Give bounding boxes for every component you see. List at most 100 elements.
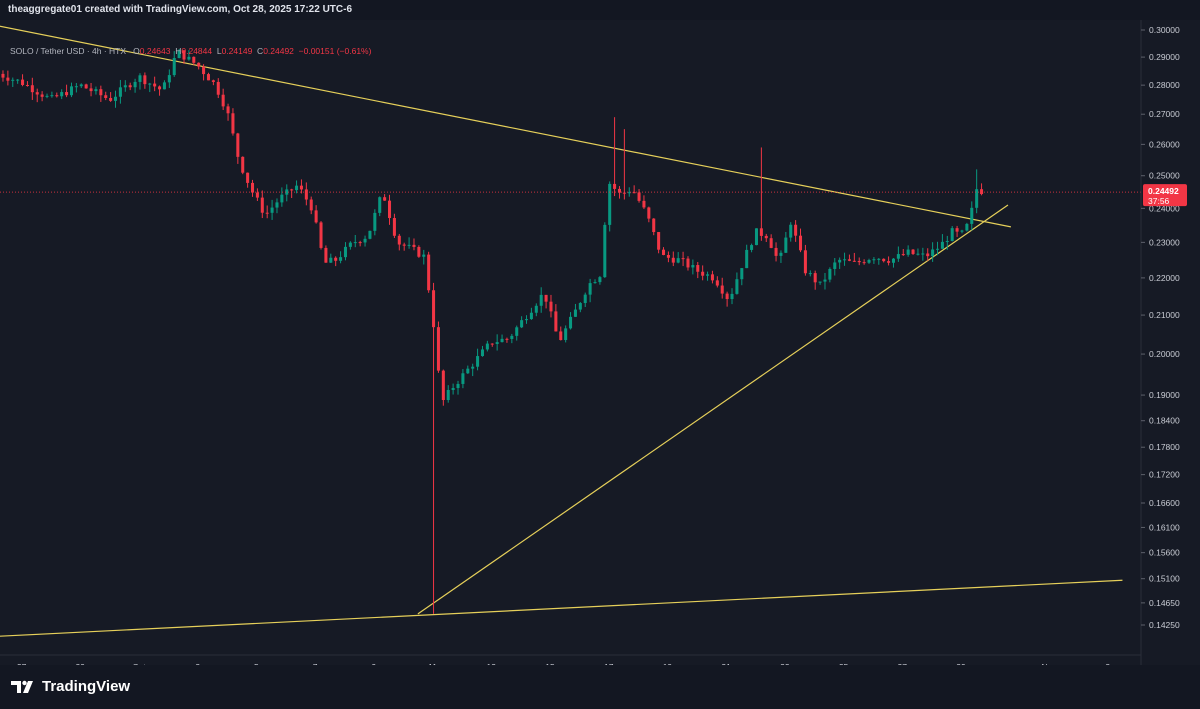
candle-body <box>1 73 5 78</box>
candle-body <box>759 228 763 236</box>
candle-body <box>613 183 617 189</box>
time-tick-label: 27 <box>898 662 908 665</box>
candle-body <box>960 230 964 232</box>
high-value: 0.24844 <box>181 46 213 56</box>
price-tick-label: 0.25000 <box>1149 171 1180 181</box>
candle-body <box>671 257 675 263</box>
candle-body <box>343 246 347 258</box>
candle-body <box>45 95 49 97</box>
candle-body <box>730 293 734 300</box>
candle-body <box>965 223 969 231</box>
candle-body <box>539 294 543 306</box>
time-tick-label: 5 <box>254 662 259 665</box>
time-tick-label: Nov <box>1042 662 1058 665</box>
candle-body <box>500 338 504 343</box>
candle-body <box>740 268 744 280</box>
time-tick-label: 25 <box>839 662 849 665</box>
candle-body <box>187 56 191 60</box>
trendline-upper-resistance <box>0 25 1012 228</box>
candle-body <box>769 238 773 248</box>
brand-logo[interactable]: TradingView <box>10 678 130 695</box>
price-tick-label: 0.17800 <box>1149 442 1180 452</box>
candle-body <box>55 95 59 97</box>
symbol-title: SOLO / Tether USD · 4h · HTX <box>10 46 127 56</box>
candle-body <box>65 92 69 96</box>
candle-body <box>750 245 754 250</box>
candle-body <box>109 98 113 101</box>
candle-body <box>818 281 822 283</box>
candle-body <box>490 343 494 345</box>
candle-body <box>701 271 705 276</box>
candle-body <box>339 257 343 261</box>
open-label: O <box>133 46 140 56</box>
candle-body <box>754 228 758 246</box>
candle-body <box>6 77 10 81</box>
price-tick-label: 0.18400 <box>1149 416 1180 426</box>
candle-body <box>485 343 489 350</box>
candle-body <box>911 249 915 254</box>
candle-body <box>309 199 313 211</box>
candle-body <box>74 86 78 88</box>
candle-body <box>891 258 895 263</box>
candle-body <box>931 249 935 257</box>
candle-body <box>295 185 299 191</box>
candle-body <box>104 95 108 99</box>
candle-body <box>975 189 979 208</box>
time-tick-label: 23 <box>780 662 790 665</box>
candle-body <box>852 260 856 262</box>
candle-body <box>368 230 372 239</box>
candle-body <box>197 62 201 67</box>
candle-body <box>524 319 529 321</box>
candle-body <box>657 232 661 250</box>
candle-body <box>808 273 812 275</box>
candle-body <box>906 249 910 255</box>
candle-body <box>461 373 465 384</box>
candle-body <box>833 262 837 269</box>
candle-body <box>211 80 215 82</box>
candle-body <box>60 92 64 97</box>
chart-area[interactable]: 0.30000 0.29000 0.28000 0.27000 0.26000 0.250… <box>0 20 1200 665</box>
candle-body <box>476 356 480 367</box>
candle-body <box>177 50 181 59</box>
candle-body <box>206 74 210 81</box>
candle-body <box>715 280 719 286</box>
candle-body <box>427 254 431 291</box>
candle-body <box>666 254 670 258</box>
candle-body <box>402 244 406 246</box>
candle-body <box>304 189 308 200</box>
candle-body <box>69 86 73 96</box>
candle-body <box>407 244 411 246</box>
candle-body <box>794 224 798 236</box>
candle-body <box>608 183 612 225</box>
candle-body <box>255 192 259 198</box>
candle-body <box>123 85 127 88</box>
candle-body <box>632 192 636 194</box>
candle-body <box>11 79 15 81</box>
candle-body <box>99 89 103 96</box>
candle-body <box>617 188 621 193</box>
symbol-legend: SOLO / Tether USD · 4h · HTX O0.24643 H0… <box>10 46 371 56</box>
price-tick-label: 0.19000 <box>1149 390 1180 400</box>
candle-body <box>647 207 651 219</box>
candle-body <box>436 327 440 371</box>
candle-body <box>559 331 563 341</box>
candle-body <box>691 265 695 268</box>
candle-body <box>30 85 34 93</box>
candle-body <box>887 261 891 263</box>
candle-body <box>534 305 538 313</box>
time-tick-label: 27 <box>17 662 27 665</box>
price-tick-label: 0.14650 <box>1149 598 1180 608</box>
time-tick-label: 21 <box>721 662 731 665</box>
candle-body <box>529 312 533 320</box>
candle-body <box>940 241 944 249</box>
time-tick-label: 15 <box>545 662 555 665</box>
high-label: H <box>175 46 182 56</box>
low-label: L <box>216 46 222 56</box>
candle-body <box>686 258 690 268</box>
price-tick-label: 0.15100 <box>1149 574 1180 584</box>
candle-body <box>774 247 778 256</box>
trendline-long-support <box>0 579 1123 637</box>
candle-body <box>798 235 803 251</box>
time-tick-label: 3 <box>1105 662 1110 665</box>
candlestick-chart[interactable]: 0.30000 0.29000 0.28000 0.27000 0.26000 0.250… <box>0 20 1200 665</box>
